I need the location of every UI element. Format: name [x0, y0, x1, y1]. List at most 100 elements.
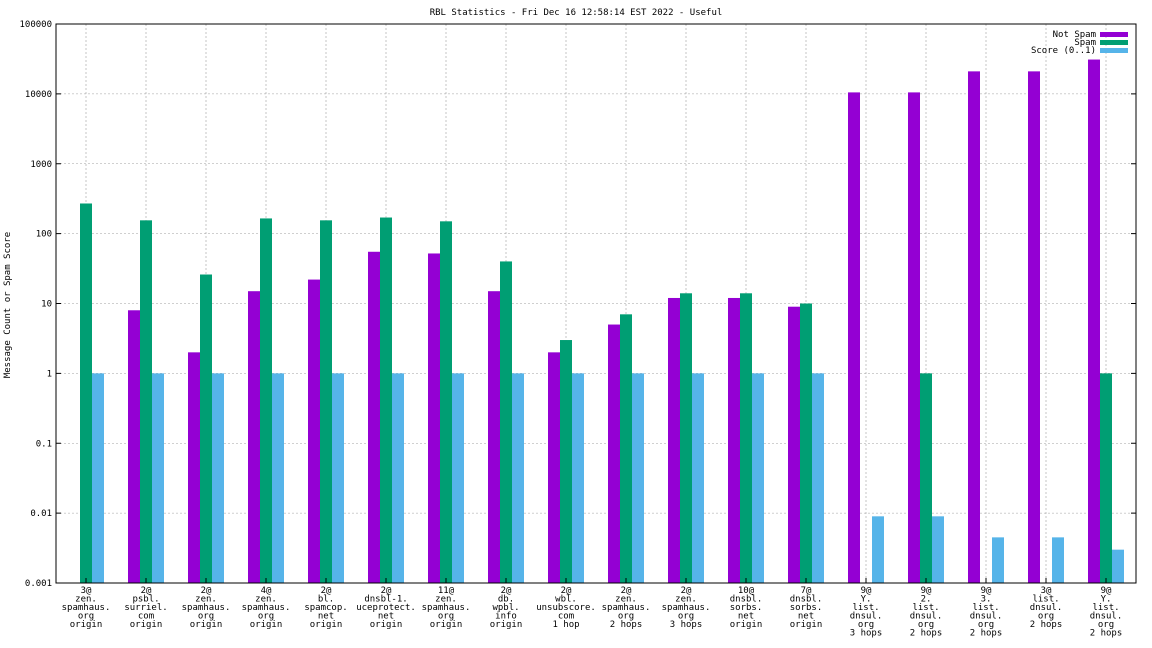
- x-tick-label-line: dnsul.: [1030, 603, 1063, 613]
- x-tick-label-line: wpbl.: [492, 603, 519, 613]
- x-tick-label-line: 2.: [921, 595, 932, 605]
- bar-score-0-1-8: [572, 373, 584, 583]
- x-tick-label-line: db.: [498, 595, 514, 605]
- y-tick-label: 100000: [19, 20, 52, 30]
- bar-not-spam-13: [848, 92, 860, 583]
- bar-not-spam-8: [548, 352, 560, 583]
- bar-score-0-1-7: [512, 373, 524, 583]
- bar-spam-3: [260, 218, 272, 583]
- x-tick-label-line: net: [798, 612, 814, 622]
- bar-score-0-1-4: [332, 373, 344, 583]
- x-tick-label-line: wbl.: [555, 595, 577, 605]
- x-tick-label: 2@ zen. spamhaus. org origin: [182, 586, 231, 630]
- x-tick-label-line: uceprotect.: [356, 603, 416, 613]
- x-tick-label-line: 2@: [321, 586, 332, 596]
- x-tick-label-line: 2 hops: [910, 629, 943, 639]
- x-tick-label-line: origin: [790, 620, 823, 630]
- x-tick-label-line: dnsbl-1.: [364, 595, 407, 605]
- x-tick-label-line: net: [378, 612, 394, 622]
- y-tick-label: 0.1: [36, 439, 52, 449]
- x-tick-label-line: zen.: [195, 595, 217, 605]
- bar-spam-5: [380, 217, 392, 583]
- x-tick-label-line: info: [495, 612, 517, 622]
- x-tick-label-line: dnsul.: [1090, 612, 1123, 622]
- x-tick-label-line: origin: [490, 620, 523, 630]
- x-tick-label: 3@ zen. spamhaus. org origin: [62, 586, 111, 630]
- bar-spam-14: [920, 373, 932, 583]
- bar-score-0-1-14: [932, 516, 944, 583]
- x-tick-label-line: spamhaus.: [422, 603, 471, 613]
- x-tick-label: 9@ Y. list. dnsul. org 2 hops: [1090, 586, 1123, 639]
- x-tick-label-line: org: [918, 620, 934, 630]
- x-tick-label-line: dnsul.: [910, 612, 943, 622]
- bar-spam-8: [560, 340, 572, 583]
- x-tick-label: 2@ wbl. unsubscore. com 1 hop: [536, 586, 596, 630]
- x-tick-label-line: list.: [912, 603, 939, 613]
- x-tick-label-line: zen.: [615, 595, 637, 605]
- x-tick-label-line: 2@: [201, 586, 212, 596]
- bar-not-spam-5: [368, 251, 380, 583]
- y-axis-label: Message Count or Spam Score: [3, 232, 13, 378]
- x-tick-label-line: 9@: [981, 586, 992, 596]
- x-tick-label-line: org: [1038, 612, 1054, 622]
- x-tick-label-line: org: [678, 612, 694, 622]
- bar-spam-11: [740, 293, 752, 583]
- x-tick-label: 2@ dnsbl-1. uceprotect. net origin: [356, 586, 416, 630]
- x-tick-label: 2@ db. wpbl. info origin: [490, 586, 523, 630]
- legend-swatch: [1100, 48, 1128, 53]
- x-tick-label-line: 2@: [501, 586, 512, 596]
- x-tick-label-line: origin: [310, 620, 343, 630]
- x-tick-label-line: Y.: [861, 595, 872, 605]
- bar-score-0-1-2: [212, 373, 224, 583]
- bar-score-0-1-11: [752, 373, 764, 583]
- chart-title: RBL Statistics - Fri Dec 16 12:58:14 EST…: [430, 8, 723, 18]
- y-tick-label: 100: [36, 230, 52, 240]
- x-tick-label-line: net: [318, 612, 334, 622]
- x-tick-label-line: dnsul.: [970, 612, 1003, 622]
- bar-not-spam-1: [128, 310, 140, 583]
- x-tick-label-line: com: [138, 612, 154, 622]
- bar-not-spam-15: [968, 71, 980, 583]
- x-tick-label-line: 2@: [681, 586, 692, 596]
- bar-score-0-1-6: [452, 373, 464, 583]
- plot-frame: [55, 23, 1137, 584]
- y-tick-label: 0.01: [30, 509, 52, 519]
- x-tick-label-line: origin: [430, 620, 463, 630]
- bar-score-0-1-5: [392, 373, 404, 583]
- x-tick-label-line: list.: [1032, 595, 1059, 605]
- x-tick-label-line: dnsul.: [850, 612, 883, 622]
- legend-label: Not Spam: [1053, 30, 1096, 40]
- y-tick-label: 10: [41, 300, 52, 310]
- x-tick-label-line: org: [618, 612, 634, 622]
- x-tick-label-line: spamhaus.: [242, 603, 291, 613]
- bar-score-0-1-15: [992, 537, 1004, 583]
- x-tick-label-line: 9@: [861, 586, 872, 596]
- y-tick-label: 1000: [30, 160, 52, 170]
- x-tick-label-line: org: [438, 612, 454, 622]
- x-tick-label-line: 3 hops: [670, 620, 703, 630]
- x-tick-label-line: Y.: [1101, 595, 1112, 605]
- x-tick-label-line: origin: [190, 620, 223, 630]
- bar-spam-12: [800, 303, 812, 583]
- x-tick-label: 2@ zen. spamhaus. org 2 hops: [602, 586, 651, 630]
- bar-not-spam-4: [308, 279, 320, 583]
- x-tick-label-line: 3@: [81, 586, 92, 596]
- x-tick-label-line: org: [1098, 620, 1114, 630]
- x-tick-label-line: 7@: [801, 586, 812, 596]
- x-tick-label-line: dnsbl.: [730, 595, 763, 605]
- x-tick-label-line: 3 hops: [850, 629, 883, 639]
- x-tick-label-line: origin: [370, 620, 403, 630]
- x-tick-label-line: unsubscore.: [536, 603, 596, 613]
- x-tick-label-line: origin: [70, 620, 103, 630]
- x-tick-label-line: 2@: [561, 586, 572, 596]
- bar-not-spam-10: [668, 297, 680, 583]
- x-tick-label: 9@ 3. list. dnsul. org 2 hops: [970, 586, 1003, 639]
- bar-not-spam-3: [248, 291, 260, 583]
- x-tick-label-line: spamhaus.: [662, 603, 711, 613]
- x-tick-label-line: spamcop.: [304, 603, 347, 613]
- x-tick-label-line: 2 hops: [610, 620, 643, 630]
- bar-not-spam-14: [908, 92, 920, 583]
- x-tick-label-line: zen.: [435, 595, 457, 605]
- x-tick-label-line: origin: [250, 620, 283, 630]
